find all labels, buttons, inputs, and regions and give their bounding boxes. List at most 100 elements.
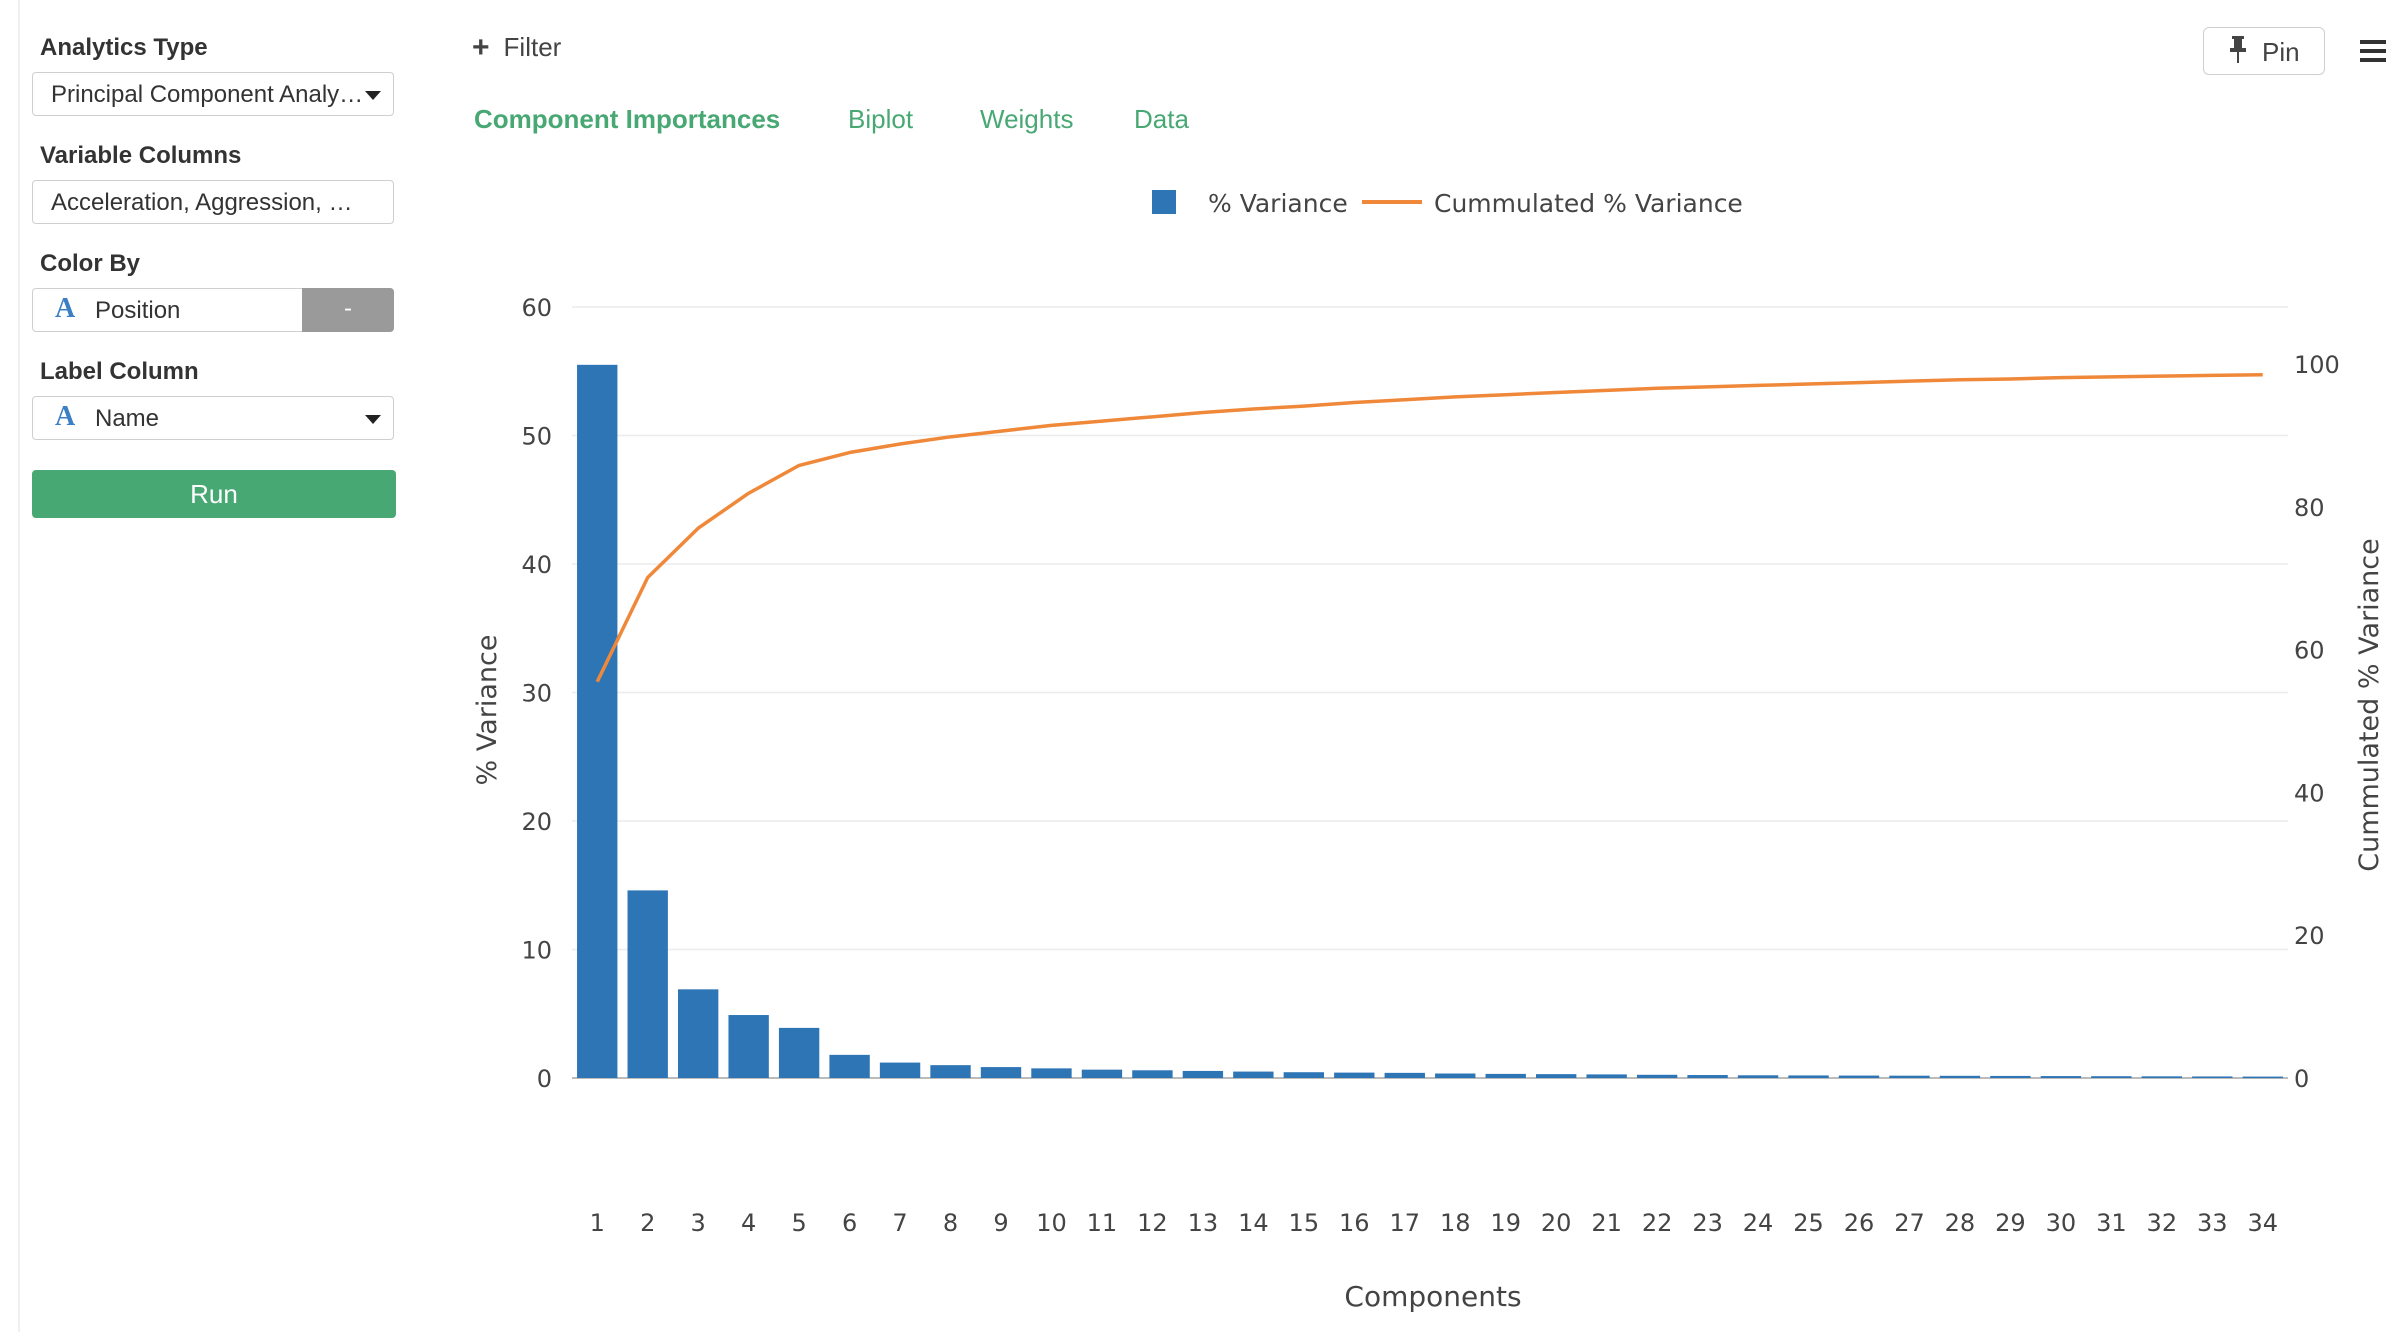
legend-swatch-variance	[1152, 190, 1176, 214]
bar	[2141, 1076, 2183, 1078]
x-tick-label: 2	[640, 1209, 655, 1237]
filter-button[interactable]: + Filter	[472, 30, 561, 64]
bar	[1485, 1073, 1526, 1078]
label-column-label: Label Column	[40, 358, 199, 385]
tab-data[interactable]: Data	[1134, 104, 1189, 134]
x-tick-label: 34	[2247, 1209, 2278, 1237]
bar	[1990, 1075, 2031, 1078]
y-tick-label: 60	[521, 294, 552, 322]
x-tick-label: 12	[1137, 1209, 1168, 1237]
x-tick-label: 15	[1289, 1209, 1320, 1237]
y-tick-label: 20	[521, 808, 552, 836]
y2-tick-label: 0	[2294, 1065, 2309, 1093]
y-tick-label: 40	[521, 551, 552, 579]
x-tick-label: 32	[2147, 1209, 2178, 1237]
y2-tick-label: 40	[2294, 779, 2325, 807]
variable-columns-field[interactable]: Acceleration, Aggression, …	[32, 180, 394, 224]
x-tick-label: 31	[2096, 1209, 2127, 1237]
x-tick-label: 30	[2046, 1209, 2077, 1237]
bar	[829, 1054, 870, 1078]
bar	[1939, 1075, 1981, 1078]
bar	[2091, 1076, 2132, 1078]
tab-component-importances[interactable]: Component Importances	[474, 104, 781, 134]
sidebar-divider	[18, 0, 20, 1332]
run-button[interactable]: Run	[32, 470, 396, 518]
y-tick-label: 30	[521, 680, 552, 708]
bar	[1586, 1074, 1627, 1078]
text-type-icon: A	[55, 401, 76, 432]
bar	[1384, 1072, 1425, 1078]
x-tick-label: 8	[943, 1209, 958, 1237]
pin-button[interactable]: Pin	[2203, 27, 2325, 75]
cumulative-line	[595, 372, 2263, 683]
color-by-clear-button[interactable]: -	[302, 287, 394, 332]
bar	[1636, 1074, 1678, 1078]
label-column-select[interactable]: A Name	[32, 396, 394, 440]
x-tick-label: 7	[892, 1209, 907, 1237]
x-axis-title: Components	[1344, 1280, 1521, 1313]
tab-weights[interactable]: Weights	[980, 104, 1074, 134]
y2-tick-label: 20	[2294, 922, 2325, 950]
x-tick-label: 5	[791, 1209, 806, 1237]
x-tick-label: 9	[993, 1209, 1008, 1237]
x-tick-label: 33	[2197, 1209, 2228, 1237]
x-tick-label: 19	[1490, 1209, 1521, 1237]
chevron-down-icon	[365, 91, 381, 100]
bar	[2040, 1076, 2082, 1078]
x-tick-label: 1	[590, 1209, 605, 1237]
x-tick-label: 27	[1894, 1209, 1925, 1237]
x-tick-label: 14	[1238, 1209, 1269, 1237]
bar	[1031, 1068, 1072, 1078]
bar	[1182, 1070, 1224, 1078]
x-tick-label: 26	[1844, 1209, 1875, 1237]
bar	[627, 890, 668, 1078]
analytics-type-value: Principal Component Analy…	[51, 81, 364, 108]
filter-label: Filter	[503, 32, 562, 62]
x-tick-label: 18	[1440, 1209, 1471, 1237]
plus-icon: +	[472, 31, 490, 64]
variable-columns-value: Acceleration, Aggression, …	[51, 189, 353, 216]
y2-tick-label: 60	[2294, 637, 2325, 665]
y-tick-label: 50	[521, 423, 552, 451]
x-tick-label: 20	[1541, 1209, 1572, 1237]
analytics-type-select[interactable]: Principal Component Analy…	[32, 72, 394, 116]
y2-axis-title: Cummulated % Variance	[2354, 538, 2385, 872]
color-by-value: Position	[95, 297, 181, 324]
x-tick-label: 29	[1995, 1209, 2026, 1237]
x-tick-label: 4	[741, 1209, 756, 1237]
bar	[1283, 1072, 1325, 1078]
bar	[1233, 1071, 1274, 1078]
bar	[1687, 1075, 1728, 1078]
bar	[1435, 1073, 1476, 1078]
x-tick-label: 16	[1339, 1209, 1370, 1237]
x-tick-label: 10	[1036, 1209, 1067, 1237]
bar	[1889, 1075, 1930, 1078]
x-tick-label: 13	[1188, 1209, 1219, 1237]
bar	[1788, 1075, 1829, 1078]
variable-columns-label: Variable Columns	[40, 142, 242, 169]
tab-biplot[interactable]: Biplot	[848, 104, 914, 134]
bar	[1737, 1075, 1779, 1078]
x-tick-label: 22	[1642, 1209, 1673, 1237]
y-axis-title: % Variance	[472, 635, 503, 786]
y-tick-label: 0	[537, 1065, 552, 1093]
y-tick-label: 10	[521, 937, 552, 965]
label-column-value: Name	[95, 405, 160, 432]
bar	[1081, 1069, 1123, 1078]
bar	[930, 1065, 971, 1078]
bar	[1334, 1072, 1375, 1078]
color-by-field[interactable]: A Position -	[32, 287, 394, 332]
hamburger-menu-icon[interactable]	[2360, 40, 2386, 62]
x-tick-label: 17	[1389, 1209, 1420, 1237]
bar	[2192, 1076, 2233, 1078]
bar	[677, 989, 719, 1078]
bar	[1535, 1074, 1577, 1078]
bar	[1838, 1075, 1880, 1078]
x-tick-label: 23	[1692, 1209, 1723, 1237]
bar	[2242, 1076, 2283, 1079]
x-tick-label: 11	[1087, 1209, 1118, 1237]
legend-label-variance: % Variance	[1208, 189, 1348, 218]
analytics-type-label: Analytics Type	[40, 34, 208, 61]
x-tick-label: 6	[842, 1209, 857, 1237]
